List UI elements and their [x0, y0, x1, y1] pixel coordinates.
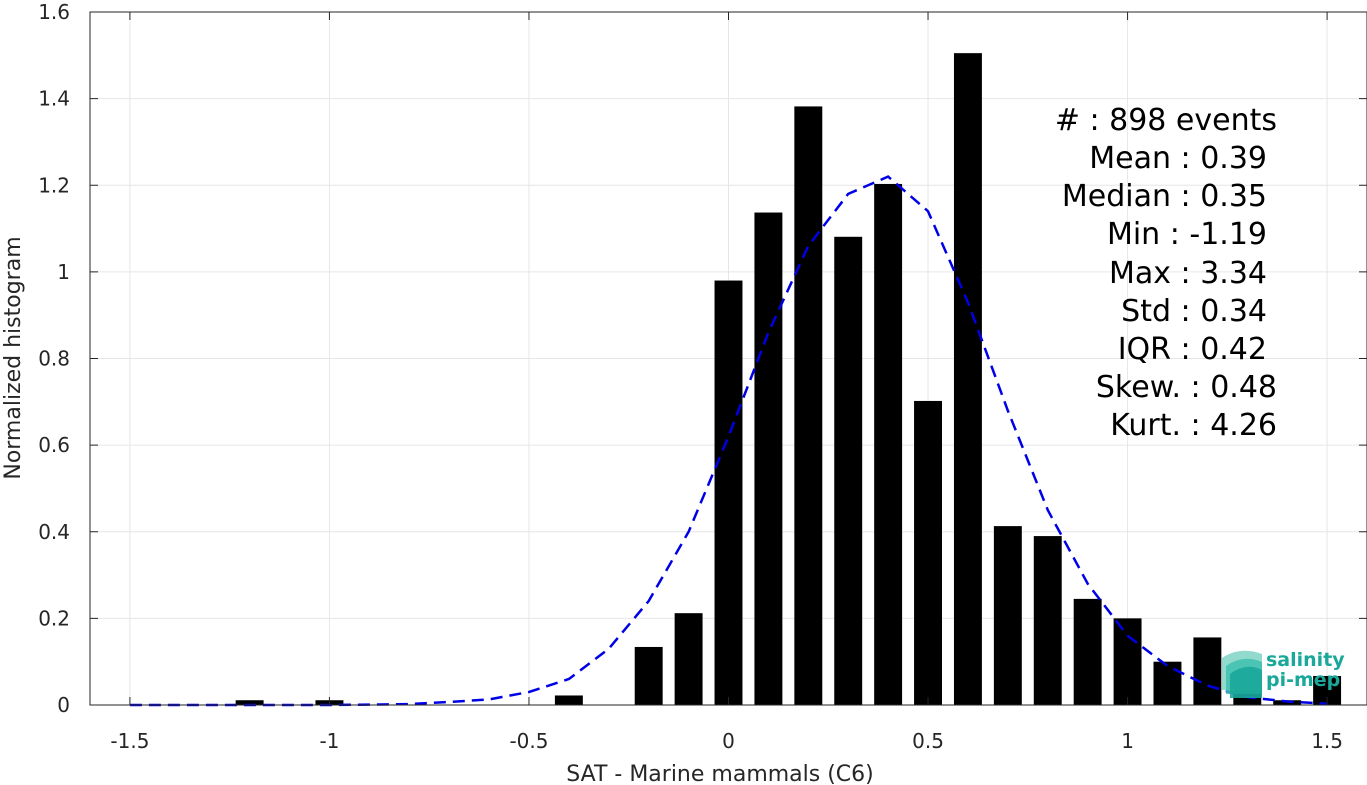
histogram-bar: [674, 613, 703, 705]
y-tick-label: 0.6: [38, 433, 70, 457]
y-tick-label: 1.4: [38, 87, 70, 111]
x-tick-label: 0.5: [912, 729, 944, 753]
histogram-bar: [754, 212, 783, 706]
y-tick-label: 0.2: [38, 606, 70, 630]
x-tick-label: -0.5: [509, 729, 548, 753]
histogram-bar: [714, 280, 743, 705]
stats-line-std: Std : 0.34: [1121, 294, 1267, 329]
histogram-bar: [794, 106, 823, 705]
histogram-bar: [1113, 618, 1142, 705]
x-tick-label: -1.5: [110, 729, 149, 753]
histogram-bar: [993, 526, 1022, 705]
stats-line-median: Median : 0.35: [1062, 179, 1267, 214]
histogram-bar: [634, 646, 663, 705]
stats-line-count: # : 898 events: [1055, 103, 1277, 138]
logo-text-line1: salinity: [1266, 649, 1345, 671]
x-tick-label: 1: [1121, 729, 1134, 753]
x-tick-label: 1.5: [1311, 729, 1343, 753]
histogram-bar: [874, 183, 903, 705]
stats-box: # : 898 events Mean : 0.39 Median : 0.35…: [1055, 103, 1277, 443]
x-tick-label: -1: [319, 729, 339, 753]
x-tick-label: 0: [722, 729, 735, 753]
histogram-bars: [235, 53, 1342, 706]
stats-line-iqr: IQR : 0.42: [1118, 332, 1267, 367]
histogram-bar: [834, 236, 863, 705]
histogram-bar: [953, 53, 982, 706]
histogram-bar: [554, 695, 583, 705]
histogram-bar: [1153, 661, 1182, 705]
stats-line-min: Min : -1.19: [1107, 217, 1267, 252]
histogram-bar: [1073, 598, 1102, 705]
stats-line-max: Max : 3.34: [1109, 256, 1267, 291]
histogram-bar: [1033, 536, 1062, 705]
y-tick-label: 1.2: [38, 173, 70, 197]
y-tick-label: 1.6: [38, 0, 70, 24]
stats-line-mean: Mean : 0.39: [1089, 141, 1267, 176]
histogram-bar: [235, 700, 264, 705]
wave-logo-icon: [1222, 650, 1262, 698]
axis-ticks: -1.5 -1 -0.5 0 0.5 1 1.5 0 0.2 0.4 0.6 0.8 1 1.2 1.4 1.…: [38, 0, 1367, 753]
x-axis-label: SAT - Marine mammals (C6): [566, 762, 874, 785]
y-tick-label: 1: [57, 260, 70, 284]
histogram-bar: [914, 400, 942, 705]
y-tick-label: 0: [57, 693, 70, 717]
salinity-pi-mep-logo: salinity pi-mep: [1222, 649, 1345, 698]
y-axis-label: Normalized histogram: [1, 236, 26, 479]
stats-line-kurt: Kurt. : 4.26: [1110, 408, 1277, 443]
logo-text-line2: pi-mep: [1266, 669, 1340, 691]
stats-line-skew: Skew. : 0.48: [1096, 370, 1277, 405]
histogram-bar: [1193, 637, 1222, 705]
y-tick-label: 0.4: [38, 520, 70, 544]
y-tick-label: 0.8: [38, 347, 70, 371]
